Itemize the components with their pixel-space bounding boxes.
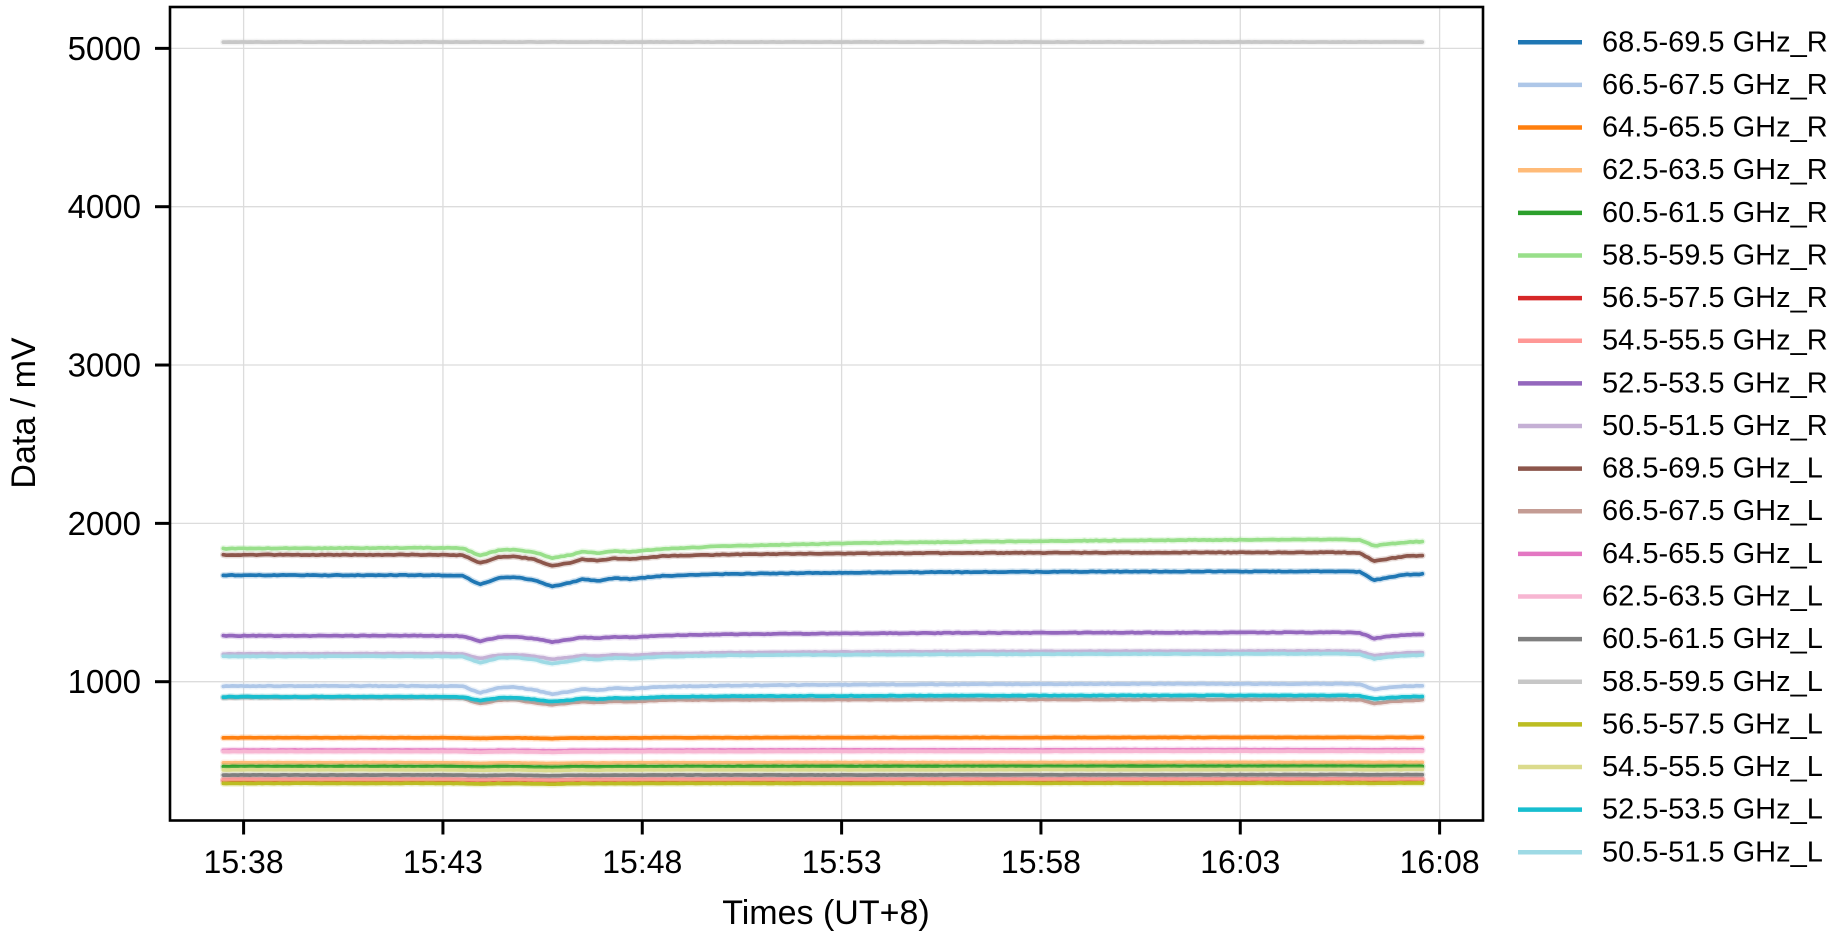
legend-item-64-5-65-5-ghz-l: 64.5-65.5 GHz_L — [1518, 538, 1823, 570]
legend-item-50-5-51-5-ghz-l: 50.5-51.5 GHz_L — [1518, 836, 1823, 868]
legend-label-58-5-59-5-ghz-r: 58.5-59.5 GHz_R — [1602, 239, 1828, 271]
x-tick-label-16-08: 16:08 — [1400, 844, 1480, 880]
x-axis-title: Times (UT+8) — [722, 894, 929, 932]
legend: 68.5-69.5 GHz_R 66.5-67.5 GHz_R 64.5-65.5 … — [1518, 26, 1828, 868]
series-line-68-5-69-5-ghz-r — [221, 569, 1425, 589]
series-line-50-5-51-5-ghz-l — [221, 651, 1425, 666]
legend-item-62-5-63-5-ghz-l: 62.5-63.5 GHz_L — [1518, 580, 1823, 612]
x-tick-label-16-03: 16:03 — [1200, 844, 1280, 880]
y-tick-label-3000: 3000 — [68, 347, 141, 384]
series-line-64-5-65-5-ghz-r — [221, 735, 1425, 741]
legend-item-54-5-55-5-ghz-l: 54.5-55.5 GHz_L — [1518, 751, 1823, 783]
y-tick-label-1000: 1000 — [68, 663, 141, 700]
legend-item-56-5-57-5-ghz-l: 56.5-57.5 GHz_L — [1518, 708, 1823, 740]
series-lines — [220, 38, 1426, 788]
series-line-60-5-61-5-ghz-r — [221, 764, 1425, 770]
x-tick-label-15-38: 15:38 — [204, 844, 284, 880]
y-tick-label-4000: 4000 — [68, 188, 141, 225]
legend-label-56-5-57-5-ghz-r: 56.5-57.5 GHz_R — [1602, 282, 1828, 314]
legend-label-68-5-69-5-ghz-l: 68.5-69.5 GHz_L — [1602, 453, 1823, 485]
x-tick-label-15-43: 15:43 — [403, 844, 483, 880]
series-line-66-5-67-5-ghz-r — [221, 681, 1425, 697]
y-tick-label-2000: 2000 — [68, 505, 141, 542]
legend-label-50-5-51-5-ghz-r: 50.5-51.5 GHz_R — [1602, 410, 1828, 442]
y-axis-title: Data / mV — [5, 337, 43, 488]
legend-item-58-5-59-5-ghz-l: 58.5-59.5 GHz_L — [1518, 666, 1823, 698]
legend-label-66-5-67-5-ghz-l: 66.5-67.5 GHz_L — [1602, 495, 1823, 527]
series-line-54-5-55-5-ghz-r — [221, 776, 1425, 782]
legend-item-60-5-61-5-ghz-r: 60.5-61.5 GHz_R — [1518, 197, 1828, 229]
legend-label-60-5-61-5-ghz-l: 60.5-61.5 GHz_L — [1602, 623, 1823, 655]
legend-label-54-5-55-5-ghz-l: 54.5-55.5 GHz_L — [1602, 751, 1823, 783]
series-line-62-5-63-5-ghz-r — [221, 760, 1425, 766]
legend-label-64-5-65-5-ghz-l: 64.5-65.5 GHz_L — [1602, 538, 1823, 570]
series-line-56-5-57-5-ghz-l — [221, 781, 1425, 787]
legend-item-52-5-53-5-ghz-r: 52.5-53.5 GHz_R — [1518, 367, 1828, 399]
legend-label-64-5-65-5-ghz-r: 64.5-65.5 GHz_R — [1602, 112, 1828, 144]
series-line-68-5-69-5-ghz-l — [221, 550, 1425, 568]
series-line-62-5-63-5-ghz-l — [221, 749, 1425, 755]
gridlines — [170, 7, 1483, 821]
legend-item-58-5-59-5-ghz-r: 58.5-59.5 GHz_R — [1518, 239, 1828, 271]
legend-item-50-5-51-5-ghz-r: 50.5-51.5 GHz_R — [1518, 410, 1828, 442]
series-line-54-5-55-5-ghz-l — [221, 767, 1425, 773]
series-line-50-5-51-5-ghz-r — [221, 649, 1425, 662]
series-line-60-5-61-5-ghz-l — [221, 772, 1425, 778]
legend-label-58-5-59-5-ghz-l: 58.5-59.5 GHz_L — [1602, 666, 1823, 698]
legend-item-66-5-67-5-ghz-l: 66.5-67.5 GHz_L — [1518, 495, 1823, 527]
x-tick-label-15-53: 15:53 — [802, 844, 882, 880]
series-line-52-5-53-5-ghz-r — [221, 630, 1425, 645]
legend-item-56-5-57-5-ghz-r: 56.5-57.5 GHz_R — [1518, 282, 1828, 314]
legend-item-66-5-67-5-ghz-r: 66.5-67.5 GHz_R — [1518, 69, 1828, 101]
y-tick-label-5000: 5000 — [68, 30, 141, 67]
legend-label-62-5-63-5-ghz-r: 62.5-63.5 GHz_R — [1602, 154, 1828, 186]
legend-item-60-5-61-5-ghz-l: 60.5-61.5 GHz_L — [1518, 623, 1823, 655]
legend-item-68-5-69-5-ghz-r: 68.5-69.5 GHz_R — [1518, 26, 1828, 58]
series-line-58-5-59-5-ghz-r — [221, 537, 1425, 561]
series-line-52-5-53-5-ghz-l — [221, 693, 1425, 704]
legend-label-56-5-57-5-ghz-l: 56.5-57.5 GHz_L — [1602, 708, 1823, 740]
legend-label-54-5-55-5-ghz-r: 54.5-55.5 GHz_R — [1602, 325, 1828, 357]
legend-item-64-5-65-5-ghz-r: 64.5-65.5 GHz_R — [1518, 112, 1828, 144]
legend-label-68-5-69-5-ghz-r: 68.5-69.5 GHz_R — [1602, 26, 1828, 58]
legend-item-68-5-69-5-ghz-l: 68.5-69.5 GHz_L — [1518, 453, 1823, 485]
axis-ticks — [155, 46, 1442, 835]
legend-label-50-5-51-5-ghz-l: 50.5-51.5 GHz_L — [1602, 836, 1823, 868]
legend-label-60-5-61-5-ghz-r: 60.5-61.5 GHz_R — [1602, 197, 1828, 229]
legend-label-66-5-67-5-ghz-r: 66.5-67.5 GHz_R — [1602, 69, 1828, 101]
legend-item-62-5-63-5-ghz-r: 62.5-63.5 GHz_R — [1518, 154, 1828, 186]
legend-item-54-5-55-5-ghz-r: 54.5-55.5 GHz_R — [1518, 325, 1828, 357]
x-tick-label-15-48: 15:48 — [602, 844, 682, 880]
x-tick-label-15-58: 15:58 — [1001, 844, 1081, 880]
legend-item-52-5-53-5-ghz-l: 52.5-53.5 GHz_L — [1518, 794, 1823, 826]
legend-label-52-5-53-5-ghz-l: 52.5-53.5 GHz_L — [1602, 794, 1823, 826]
legend-label-52-5-53-5-ghz-r: 52.5-53.5 GHz_R — [1602, 367, 1828, 399]
plot-border — [168, 5, 1485, 822]
legend-label-62-5-63-5-ghz-l: 62.5-63.5 GHz_L — [1602, 580, 1823, 612]
